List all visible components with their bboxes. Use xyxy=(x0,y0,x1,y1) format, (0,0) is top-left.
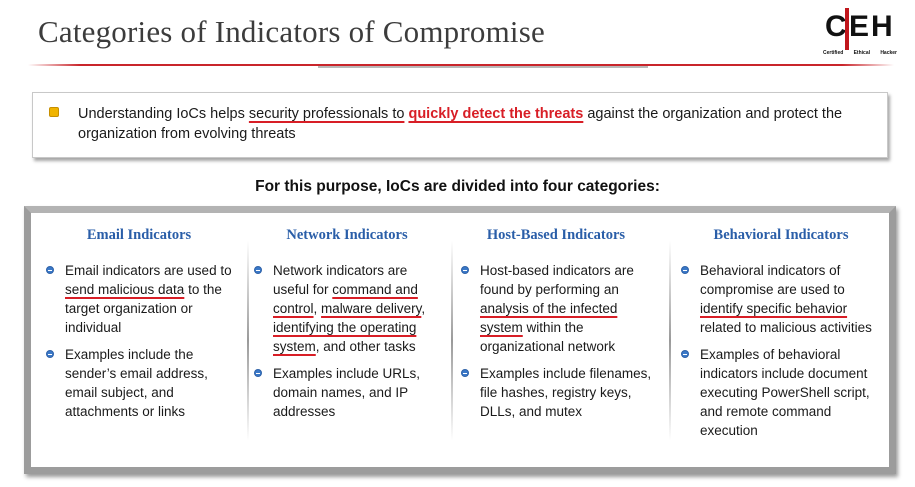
round-bullet-icon xyxy=(46,266,54,274)
intro-text: Understanding IoCs helps security profes… xyxy=(78,106,843,142)
list-item: Examples include filenames, file hashes,… xyxy=(456,364,656,421)
section-subheading: For this purpose, IoCs are divided into … xyxy=(255,178,660,195)
logo-sub-hacker: Hacker xyxy=(880,50,897,56)
logo-letter-h: H xyxy=(871,10,893,43)
categories-panel: Email Indicators Email indicators are us… xyxy=(24,206,896,474)
list-item: Examples include URLs, domain names, and… xyxy=(249,364,445,421)
logo-subtitle: Certified Ethical Hacker xyxy=(823,50,897,56)
category-title: Email Indicators xyxy=(86,227,192,243)
page-title: Categories of Indicators of Compromise xyxy=(38,14,545,49)
round-bullet-icon xyxy=(254,266,262,274)
logo-sub-ethical: Ethical xyxy=(853,50,870,56)
round-bullet-icon xyxy=(254,369,262,377)
ceh-logo: C E H Certified Ethical Hacker xyxy=(823,6,897,60)
list-item: Behavioral indicators of compromise are … xyxy=(676,261,886,337)
round-bullet-icon xyxy=(681,350,689,358)
underlined-phrase: security professionals to xyxy=(248,106,405,122)
square-bullet-icon xyxy=(49,107,59,117)
list-item: Examples of behavioral indicators includ… xyxy=(676,345,886,440)
header-rule xyxy=(28,64,894,68)
category-email: Email Indicators Email indicators are us… xyxy=(41,227,237,429)
logo-letters: C E H xyxy=(823,6,895,48)
logo-letter-e: E xyxy=(849,10,870,43)
intro-callout: Understanding IoCs helps security profes… xyxy=(32,92,888,158)
column-divider xyxy=(669,241,671,441)
round-bullet-icon xyxy=(681,266,689,274)
category-host: Host-Based Indicators Host-based indicat… xyxy=(456,227,656,429)
highlighted-phrase: quickly detect the threats xyxy=(408,106,584,122)
category-network: Network Indicators Network indicators ar… xyxy=(249,227,445,429)
category-title: Host-Based Indicators xyxy=(486,227,626,243)
list-item: Network indicators are useful for comman… xyxy=(249,261,445,356)
round-bullet-icon xyxy=(461,369,469,377)
round-bullet-icon xyxy=(461,266,469,274)
category-title: Behavioral Indicators xyxy=(713,227,849,243)
list-item: Email indicators are used to send malici… xyxy=(41,261,237,337)
round-bullet-icon xyxy=(46,350,54,358)
column-divider xyxy=(247,241,249,441)
logo-sub-certified: Certified xyxy=(823,50,844,56)
list-item: Host-based indicators are found by perfo… xyxy=(456,261,656,356)
column-divider xyxy=(451,241,453,441)
category-behavioral: Behavioral Indicators Behavioral indicat… xyxy=(676,227,886,448)
category-title: Network Indicators xyxy=(286,227,408,243)
logo-letter-c: C xyxy=(825,10,847,43)
logo-accent-bar xyxy=(845,8,849,50)
list-item: Examples include the sender’s email addr… xyxy=(41,345,237,421)
